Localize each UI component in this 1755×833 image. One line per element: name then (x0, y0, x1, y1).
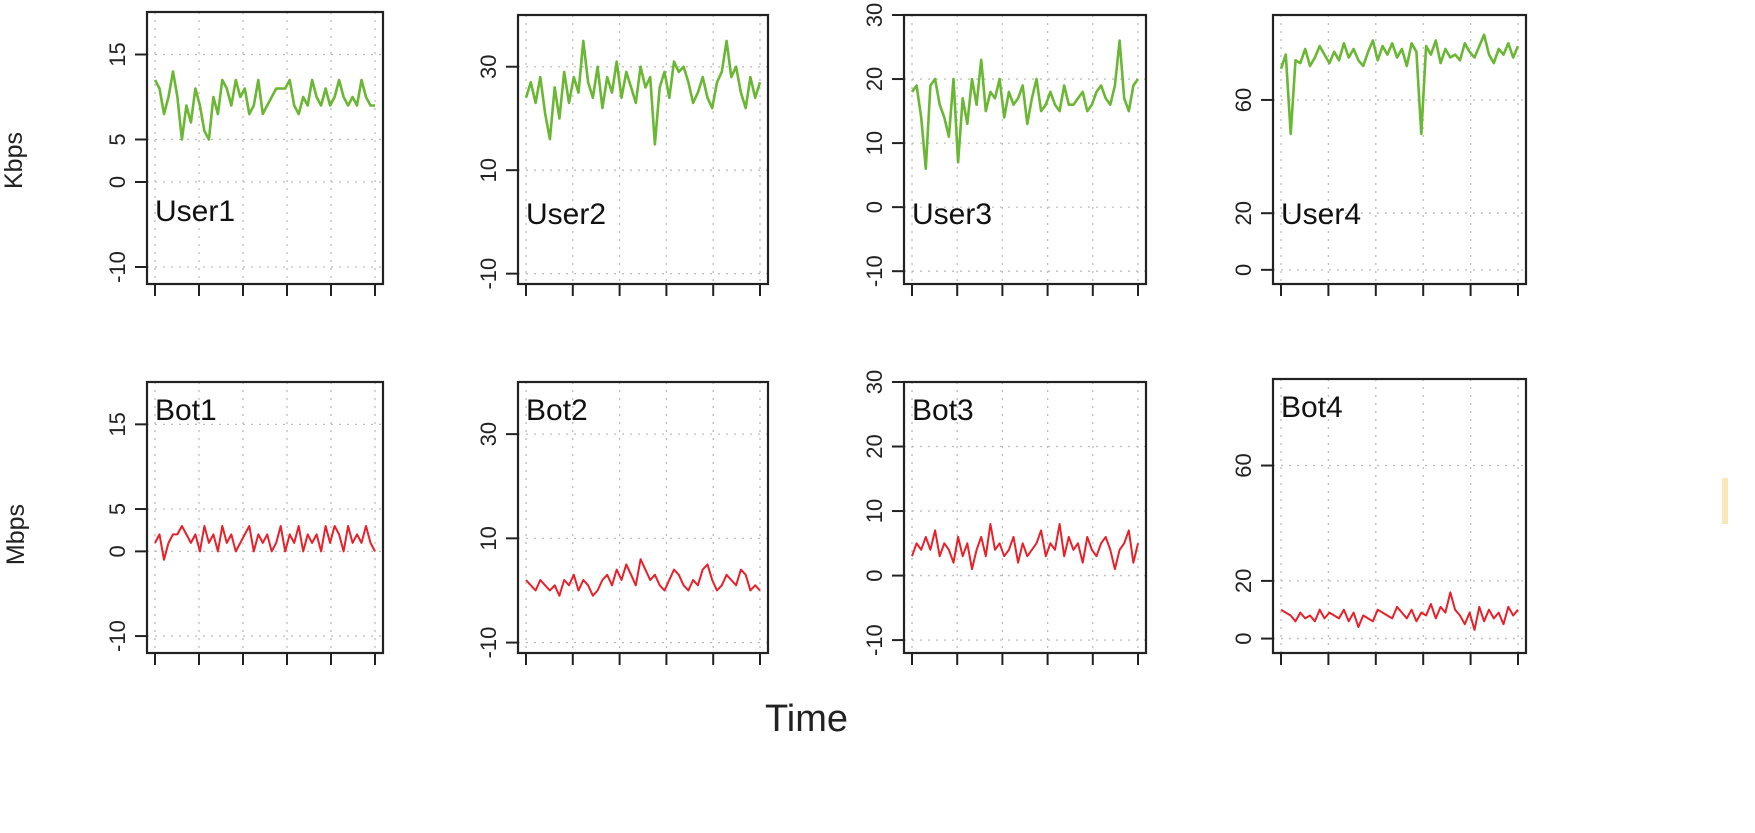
panel-bot1: -10 0 5 15 Bot1 (105, 380, 385, 665)
plot-frame (145, 10, 385, 286)
panel-user3: -10 0 10 20 30 User3 (862, 3, 1148, 296)
series-line-user2 (524, 39, 762, 146)
row-label-top: Kbps (0, 132, 28, 189)
y-tick-label: 0 (862, 569, 887, 581)
panel-bot2: -10 10 30 Bot2 (476, 380, 770, 665)
y-tick-label: -10 (862, 255, 887, 287)
y-tick-label: 0 (1231, 264, 1256, 276)
panel-user1: -10 0 5 15 User1 (105, 10, 385, 296)
y-tick-label: 0 (862, 201, 887, 213)
y-tick-label: 10 (862, 131, 887, 155)
series-line-user4 (1279, 33, 1520, 136)
y-tick-label: 30 (476, 54, 501, 78)
y-tick-label: 15 (105, 412, 130, 436)
y-tick-label: 10 (476, 158, 501, 182)
y-tick-label: 10 (862, 499, 887, 523)
y-tick-label: 60 (1231, 453, 1256, 477)
panel-bot4: 0 20 60 Bot4 (1231, 377, 1528, 665)
y-tick-label: 20 (1231, 201, 1256, 225)
y-tick-label: 10 (476, 526, 501, 550)
y-tick-label: 5 (105, 503, 130, 515)
plot-frame (1271, 377, 1528, 655)
series-line-bot4 (1280, 591, 1519, 631)
series-line-bot3 (911, 523, 1139, 571)
y-tick-label: 30 (862, 3, 887, 27)
y-tick-label: 0 (1231, 632, 1256, 644)
y-tick-label: -10 (105, 620, 130, 652)
panel-label: Bot3 (912, 394, 974, 427)
y-tick-label: -10 (862, 624, 887, 656)
y-tick-label: 20 (862, 434, 887, 458)
plot-frame (516, 380, 770, 655)
panel-label: User3 (912, 198, 992, 231)
panel-user4: 0 20 60 User4 (1231, 13, 1528, 296)
plot-frame (1271, 13, 1528, 286)
y-tick-label: 30 (476, 422, 501, 446)
plot-frame (516, 13, 770, 286)
panel-label: Bot1 (155, 394, 217, 427)
panel-user2: -10 10 30 User2 (476, 13, 770, 296)
y-tick-label: 5 (105, 133, 130, 145)
y-tick-label: -10 (476, 258, 501, 290)
y-tick-label: 0 (105, 545, 130, 557)
row-label-bottom: Mbps (2, 503, 31, 566)
plot-frame (145, 380, 385, 655)
series-line-user3 (910, 39, 1140, 170)
panel-label: Bot4 (1281, 391, 1343, 424)
y-tick-label: -10 (105, 251, 130, 283)
y-tick-label: 20 (1231, 569, 1256, 593)
plot-frame (902, 13, 1148, 286)
series-line-user1 (153, 70, 375, 141)
series-line-bot1 (154, 525, 376, 561)
edge-mark (1722, 478, 1728, 524)
y-tick-label: -10 (476, 627, 501, 659)
y-tick-label: 30 (862, 370, 887, 394)
panel-label: User4 (1281, 198, 1361, 231)
plot-frame (902, 380, 1148, 655)
panel-label: User1 (155, 195, 235, 228)
panel-label: Bot2 (526, 394, 588, 427)
series-line-bot2 (525, 558, 761, 597)
panel-bot3: -10 0 10 20 30 Bot3 (862, 370, 1148, 665)
panel-label: User2 (526, 198, 606, 231)
y-tick-label: 60 (1231, 88, 1256, 112)
y-tick-label: 15 (105, 42, 130, 66)
x-axis-label: Time (765, 698, 849, 740)
y-tick-label: 20 (862, 67, 887, 91)
y-tick-label: 0 (105, 176, 130, 188)
